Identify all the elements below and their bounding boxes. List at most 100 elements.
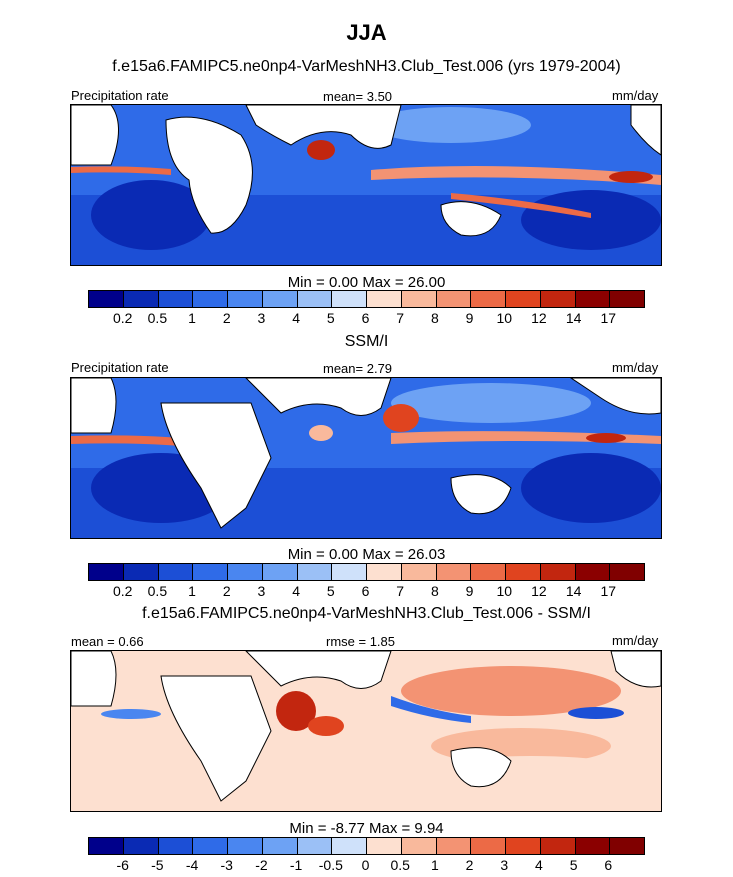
dry-zone-south-pacific — [521, 453, 661, 523]
colorbar-tick-label: 7 — [396, 583, 405, 599]
colorbar-swatch — [436, 838, 472, 854]
atlantic-itcz — [71, 166, 171, 175]
panel-3-rmse-label: rmse = 1.85 — [326, 634, 396, 649]
atlantic-negative — [101, 709, 161, 719]
colorbar-tick-label: 6 — [361, 583, 370, 599]
colorbar-tick-label: 3 — [257, 310, 266, 326]
colorbar-tick-label: 5 — [569, 857, 578, 873]
colorbar-tick-label: 0.5 — [147, 583, 168, 599]
colorbar-tick-label: -5 — [151, 857, 164, 873]
colorbar-swatch — [123, 564, 159, 580]
panel-2-map — [70, 377, 662, 539]
colorbar-swatch — [540, 564, 576, 580]
panel-1-left-label: Precipitation rate — [71, 88, 169, 103]
africa-landmass — [160, 402, 272, 529]
panel-3-colorbar — [88, 837, 645, 855]
colorbar-tick-label: 1 — [430, 857, 439, 873]
colorbar-swatch — [575, 838, 611, 854]
indian-ocean-positive — [308, 716, 344, 736]
panel-2-mean-label: mean= 2.79 — [323, 361, 393, 376]
panel-1-minmax: Min = 0.00 Max = 26.00 — [287, 274, 446, 291]
colorbar-swatch — [610, 291, 644, 307]
colorbar-swatch — [158, 291, 194, 307]
colorbar-tick-label: 2 — [222, 583, 231, 599]
panel-3-mean-label: mean = 0.66 — [71, 634, 144, 649]
colorbar-swatch — [471, 291, 506, 307]
panel-3-minmax: Min = -8.77 Max = 9.94 — [289, 820, 444, 837]
colorbar-swatch — [436, 564, 472, 580]
colorbar-swatch — [471, 838, 506, 854]
colorbar-tick-label: -6 — [116, 857, 129, 873]
colorbar-tick-label: 14 — [565, 310, 582, 326]
figure-title: JJA — [346, 20, 387, 45]
colorbar-tick-label: 2 — [222, 310, 231, 326]
colorbar-tick-label: 10 — [496, 310, 513, 326]
colorbar-swatch — [158, 838, 194, 854]
colorbar-swatch — [158, 564, 194, 580]
colorbar-swatch — [471, 564, 506, 580]
dry-zone-south-atlantic — [91, 180, 211, 250]
colorbar-tick-label: 5 — [326, 310, 335, 326]
maritime-negative — [391, 696, 471, 723]
colorbar-swatch — [506, 838, 541, 854]
arabian-sea-feature — [309, 425, 333, 441]
colorbar-swatch — [401, 291, 437, 307]
colorbar-tick-label: 12 — [531, 583, 547, 599]
colorbar-swatch — [575, 291, 611, 307]
colorbar-swatch — [228, 838, 263, 854]
south-america-landmass — [71, 105, 119, 166]
colorbar-tick-label: 17 — [600, 583, 617, 599]
panel-1-mean-label: mean= 3.50 — [323, 89, 393, 104]
colorbar-tick-label: -4 — [185, 857, 199, 873]
colorbar-swatch — [228, 291, 263, 307]
colorbar-tick-label: 4 — [292, 310, 301, 326]
north-america-landmass — [570, 378, 661, 415]
colorbar-tick-label: 0.2 — [112, 583, 133, 599]
colorbar-swatch — [401, 838, 437, 854]
panel-2-heading: SSM/I — [344, 333, 389, 350]
australia-landmass — [440, 201, 502, 237]
colorbar-tick-label: 3 — [257, 583, 266, 599]
colorbar-tick-label: -1 — [289, 857, 303, 873]
panel-3-heading: f.e15a6.FAMIPC5.ne0np4-VarMeshNH3.Club_T… — [142, 605, 591, 622]
colorbar-swatch — [193, 564, 228, 580]
colorbar-swatch — [89, 838, 124, 854]
eurasia-landmass — [245, 651, 392, 689]
colorbar-tick-label: 10 — [496, 583, 513, 599]
north-america-landmass — [610, 651, 661, 688]
colorbar-tick-label: 7 — [396, 310, 405, 326]
panel-2-left-label: Precipitation rate — [71, 360, 169, 375]
itcz-band — [371, 166, 661, 185]
colorbar-swatch — [297, 838, 333, 854]
bay-of-bengal-max — [383, 404, 419, 432]
colorbar-swatch — [367, 291, 402, 307]
eurasia-landmass — [245, 378, 392, 416]
colorbar-swatch — [401, 564, 437, 580]
colorbar-swatch — [228, 564, 263, 580]
east-pacific-negative — [568, 707, 624, 719]
colorbar-tick-label: -2 — [255, 857, 268, 873]
colorbar-swatch — [262, 564, 298, 580]
arabian-sea-positive — [276, 691, 316, 731]
bay-of-bengal-max — [307, 140, 335, 160]
colorbar-tick-label: 0.5 — [147, 310, 168, 326]
colorbar-swatch — [297, 291, 333, 307]
panel-3-units: mm/day — [612, 633, 659, 648]
africa-landmass — [160, 675, 272, 802]
colorbar-tick-label: 14 — [565, 583, 582, 599]
panel-3-map — [70, 650, 662, 812]
panel-1-units: mm/day — [612, 88, 659, 103]
colorbar-swatch — [506, 291, 541, 307]
north-pacific-band — [371, 107, 531, 143]
colorbar-swatch — [89, 291, 124, 307]
colorbar-swatch — [610, 838, 644, 854]
panel-2-colorbar — [88, 563, 645, 581]
colorbar-swatch — [89, 564, 124, 580]
colorbar-tick-label: 5 — [326, 583, 335, 599]
panel-2-units: mm/day — [612, 360, 659, 375]
panel-1-map — [70, 104, 662, 266]
south-america-landmass — [71, 651, 117, 707]
eurasia-landmass — [245, 105, 402, 149]
colorbar-tick-label: 2 — [465, 857, 474, 873]
panel-1-map-svg — [71, 105, 661, 265]
